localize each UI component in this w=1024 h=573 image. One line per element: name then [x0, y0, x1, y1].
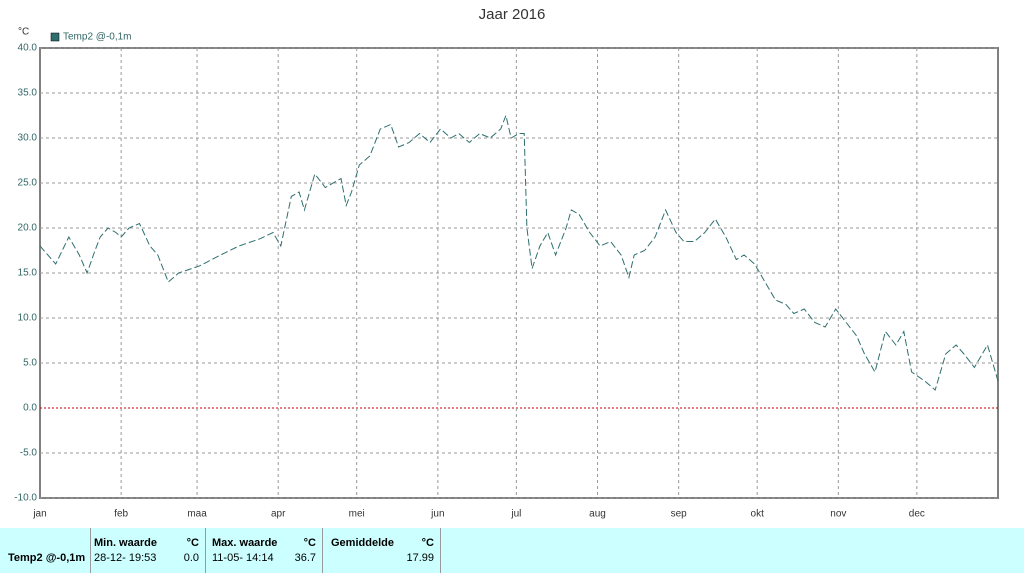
unit: °C: [186, 537, 199, 549]
legend-label: Temp2 @-0,1m: [63, 32, 132, 43]
x-tick-label: jan: [32, 509, 46, 520]
unit: °C: [303, 537, 316, 549]
y-tick-label: -5.0: [20, 448, 38, 459]
chart-title: Jaar 2016: [479, 6, 546, 23]
x-tick-label: nov: [830, 509, 846, 520]
y-unit: °C: [18, 27, 29, 38]
value: 0.0: [183, 552, 199, 564]
x-tick-label: feb: [114, 509, 128, 520]
max-cell: Max. waarde °C 11-05- 14:14 36.7: [206, 528, 323, 573]
header: Gemiddelde: [331, 537, 394, 549]
x-tick-label: okt: [751, 509, 765, 520]
y-tick-label: 40.0: [18, 43, 38, 54]
header: Max. waarde: [212, 537, 278, 549]
y-tick-label: -10.0: [14, 493, 37, 504]
value: 17.99: [406, 552, 434, 564]
header: Min. waarde: [94, 537, 157, 549]
row-label: Temp2 @-0,1m: [8, 552, 86, 564]
y-tick-label: 25.0: [18, 178, 38, 189]
x-tick-label: maa: [187, 509, 207, 520]
legend-swatch: [50, 32, 60, 42]
x-tick-label: jul: [510, 509, 521, 520]
y-tick-label: 20.0: [18, 223, 38, 234]
stats-table: Temp2 @-0,1m Min. waarde °C 28-12- 19:53…: [0, 528, 1024, 573]
x-tick-label: sep: [671, 509, 688, 520]
y-tick-label: 10.0: [18, 313, 38, 324]
y-tick-label: 5.0: [23, 358, 37, 369]
x-tick-label: apr: [271, 509, 286, 520]
x-tick-label: dec: [909, 509, 925, 520]
y-tick-label: 0.0: [23, 403, 37, 414]
unit: °C: [421, 537, 434, 549]
label-cell: Temp2 @-0,1m: [0, 528, 91, 573]
y-tick-label: 30.0: [18, 133, 38, 144]
value: 36.7: [294, 552, 316, 564]
time: 28-12- 19:53: [94, 552, 157, 564]
y-tick-label: 15.0: [18, 268, 38, 279]
plot-area: [39, 47, 999, 499]
min-cell: Min. waarde °C 28-12- 19:53 0.0: [90, 528, 206, 573]
y-tick-label: 35.0: [18, 88, 38, 99]
data-line: [39, 113, 999, 391]
avg-cell: Gemiddelde °C 17.99: [323, 528, 441, 573]
chart: Jaar 2016 °C -10.0 -5.0 0.0 5.0 10.0 15.0 20.0…: [14, 6, 999, 520]
x-tick-label: aug: [589, 509, 606, 520]
x-tick-label: jun: [430, 509, 444, 520]
time: 11-05- 14:14: [212, 552, 274, 564]
x-tick-label: mei: [349, 509, 365, 520]
